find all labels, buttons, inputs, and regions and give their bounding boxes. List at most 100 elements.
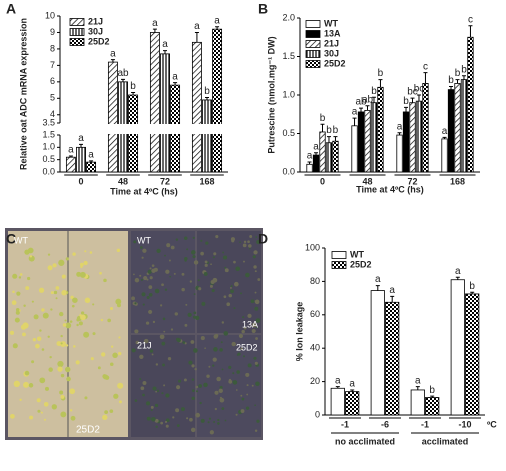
- significance-letter: ab: [355, 97, 367, 108]
- seedling: [223, 255, 228, 260]
- seedling: [39, 377, 46, 384]
- seedling: [154, 288, 160, 294]
- seedling: [208, 417, 212, 420]
- seedling: [164, 254, 166, 257]
- seedling: [239, 241, 241, 244]
- y-tick-label: 80: [310, 276, 320, 286]
- seedling: [254, 300, 257, 302]
- seedling: [10, 413, 15, 419]
- seedling: [218, 388, 223, 394]
- seedling: [162, 317, 166, 321]
- bar: [330, 387, 345, 416]
- bar: [467, 36, 474, 173]
- significance-letter: a: [455, 266, 461, 277]
- seedling: [221, 321, 225, 324]
- seedling: [217, 418, 220, 422]
- seedling: [243, 326, 247, 330]
- seedling: [224, 419, 227, 422]
- seedling: [33, 314, 39, 320]
- seedling: [43, 418, 47, 421]
- seedling: [161, 341, 166, 346]
- error-bar: [307, 161, 312, 165]
- seedling: [139, 246, 143, 249]
- seedling: [156, 389, 160, 393]
- bar: [409, 102, 416, 173]
- significance-letter: b: [469, 281, 475, 292]
- bar: [357, 111, 365, 173]
- seedling: [155, 425, 158, 428]
- seedling: [247, 363, 252, 368]
- seedling: [141, 256, 144, 259]
- seedling: [53, 290, 58, 295]
- seedling: [71, 304, 75, 308]
- seedling: [242, 243, 247, 248]
- seedling: [148, 292, 153, 297]
- x-tick-label: -6: [381, 419, 389, 429]
- x-tick-label: -1: [341, 419, 349, 429]
- bar: [65, 156, 76, 173]
- seedling: [246, 393, 249, 396]
- error-bar: [468, 25, 473, 38]
- bar: [107, 61, 118, 173]
- error-bar: [371, 96, 376, 103]
- seedling: [247, 313, 252, 319]
- seedling: [57, 366, 63, 372]
- seedling: [151, 416, 156, 422]
- y-tick-label: 6: [50, 76, 55, 86]
- seedling: [55, 286, 60, 290]
- y-tick-label: 2.0: [282, 12, 295, 22]
- seedling: [233, 307, 236, 310]
- seedling: [73, 345, 76, 348]
- seedling: [174, 312, 179, 316]
- seedling: [198, 287, 202, 291]
- seedling: [80, 311, 85, 315]
- error-bar: [320, 123, 325, 132]
- seedling: [76, 323, 79, 327]
- seedling: [190, 340, 195, 344]
- seedling: [185, 303, 188, 306]
- seedling: [167, 356, 172, 361]
- significance-letter: a: [152, 18, 158, 29]
- seedling: [50, 291, 54, 295]
- seedling: [193, 348, 198, 353]
- seedling: [200, 336, 205, 341]
- seedling: [251, 322, 257, 328]
- seedling: [165, 269, 170, 274]
- seedling: [47, 335, 50, 338]
- bar: [422, 83, 429, 173]
- seedling: [198, 384, 202, 388]
- bar: [191, 41, 202, 173]
- seedling: [142, 303, 145, 306]
- seedling: [176, 338, 181, 343]
- seedling: [83, 331, 90, 338]
- error-bar: [410, 97, 415, 103]
- seedling: [224, 268, 229, 273]
- seedling: [61, 274, 66, 279]
- seedling: [80, 262, 84, 267]
- error-bar: [163, 50, 167, 54]
- significance-letter: a: [110, 48, 116, 59]
- significance-letter: c: [423, 61, 428, 72]
- significance-letter: b: [429, 385, 435, 396]
- seedling: [143, 275, 148, 281]
- seedling: [228, 293, 233, 298]
- seedling: [150, 408, 153, 411]
- error-bar: [378, 79, 383, 88]
- error-bar: [442, 136, 447, 139]
- seedling: [211, 289, 215, 293]
- significance-letter: a: [162, 39, 168, 50]
- seedling: [72, 252, 76, 256]
- significance-letter: b: [320, 113, 326, 124]
- bar: [370, 290, 385, 416]
- seedling: [170, 245, 175, 250]
- seedling: [66, 376, 71, 382]
- seedling: [214, 333, 219, 338]
- seedling: [186, 417, 189, 420]
- seedling: [226, 302, 231, 307]
- y-tick-label: 0: [315, 409, 320, 419]
- seedling: [149, 276, 153, 280]
- seedling: [36, 336, 42, 341]
- seedling: [103, 374, 109, 380]
- seedling: [80, 265, 83, 269]
